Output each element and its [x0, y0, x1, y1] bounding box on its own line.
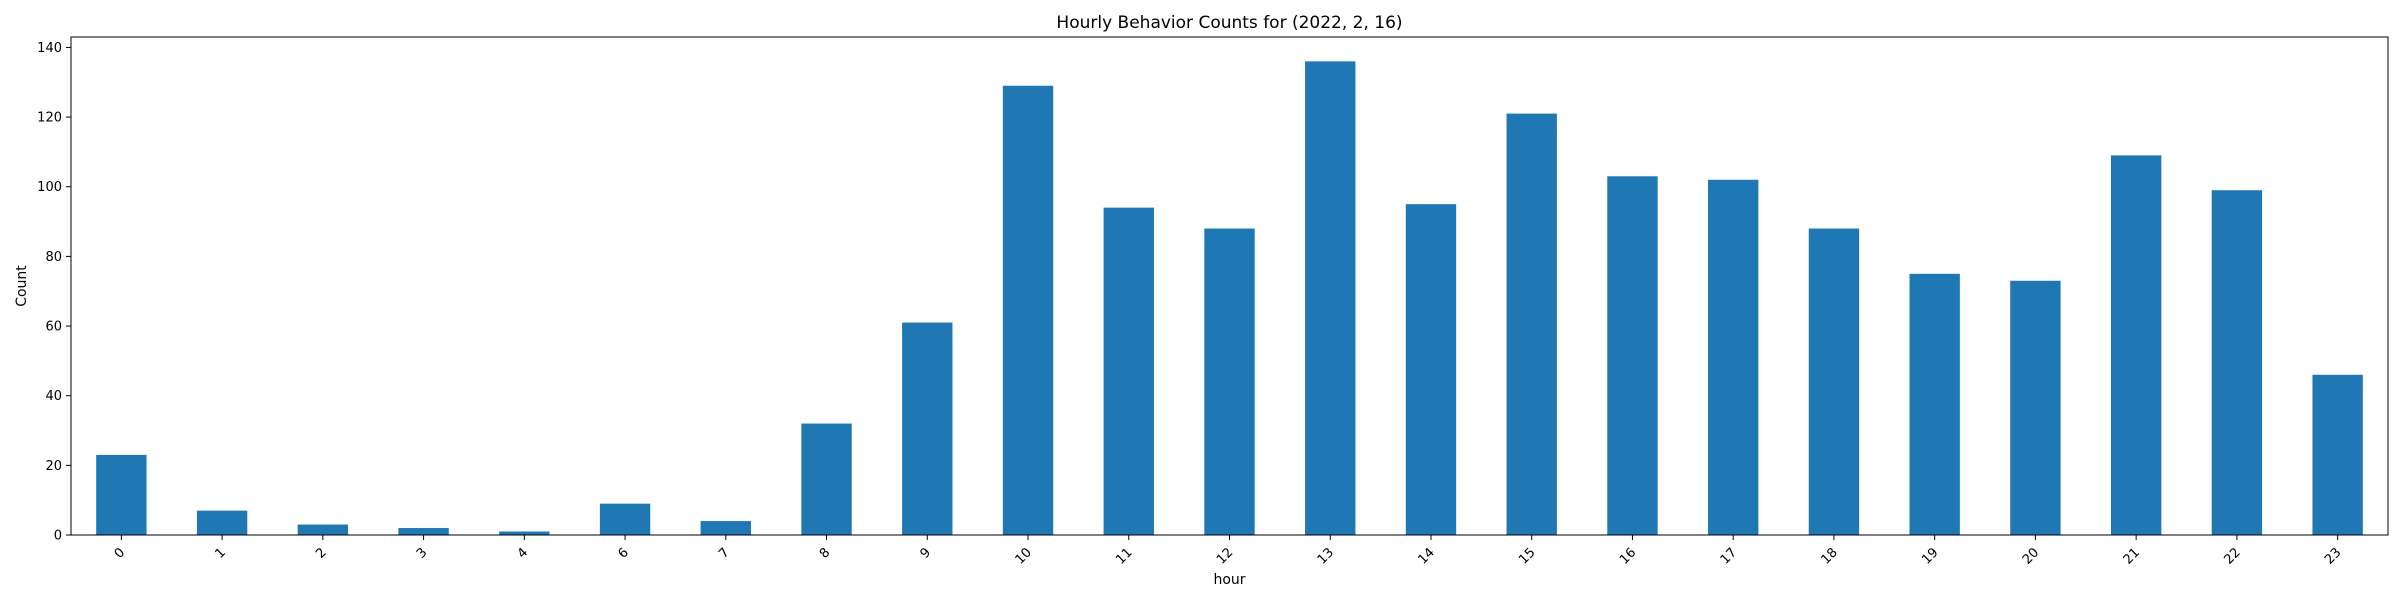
y-tick-label: 120 [37, 111, 62, 126]
bars-group [96, 61, 2363, 536]
y-axis-label: Count [14, 265, 30, 307]
x-tick-label: 14 [1415, 545, 1437, 567]
x-tick-label: 6 [615, 545, 631, 561]
x-tick-label: 22 [2221, 545, 2243, 567]
x-tick-label: 21 [2121, 545, 2143, 567]
y-tick-label: 20 [45, 459, 62, 474]
x-tick-label: 17 [1718, 545, 1740, 567]
bar-hour-12 [1204, 228, 1255, 536]
x-tick-label: 19 [1919, 545, 1941, 567]
ticks-group: 0 1 2 3 4 6 7 8 9 10 11 12 13 14 15 16 17 18 19 20 21 22 23020… [37, 41, 2344, 568]
bar-hour-22 [2211, 190, 2263, 535]
bar-hour-15 [1506, 113, 1557, 535]
bar-hour-8 [801, 423, 852, 535]
bar-hour-21 [2110, 155, 2162, 536]
bar-hour-7 [700, 521, 751, 535]
bar-hour-4 [499, 531, 550, 535]
x-axis-label: hour [1213, 572, 1245, 588]
bar-hour-18 [1808, 228, 1860, 536]
bar-hour-14 [1405, 204, 1457, 536]
bar-hour-9 [902, 322, 953, 535]
bar-hour-16 [1607, 176, 1658, 535]
y-tick-label: 40 [45, 389, 62, 404]
x-tick-label: 4 [515, 545, 531, 561]
x-tick-label: 0 [112, 545, 128, 561]
bar-hour-2 [297, 524, 349, 535]
bar-hour-10 [1002, 85, 1054, 535]
plot-area-frame [70, 36, 2389, 536]
x-tick-label: 1 [212, 545, 228, 561]
bar-hour-13 [1305, 61, 1356, 535]
y-tick-label: 100 [37, 180, 62, 195]
bar-hour-0 [96, 454, 147, 535]
y-tick-label: 60 [45, 320, 62, 335]
bar-hour-1 [196, 510, 248, 535]
x-tick-label: 7 [716, 545, 732, 561]
x-tick-label: 3 [414, 545, 430, 561]
y-tick-label: 140 [37, 41, 62, 56]
bar-hour-3 [398, 528, 449, 535]
chart-title: Hourly Behavior Counts for (2022, 2, 16) [1056, 13, 1402, 33]
y-tick-label: 0 [54, 529, 62, 544]
bar-hour-6 [599, 503, 651, 535]
x-tick-label: 12 [1214, 545, 1236, 567]
x-tick-label: 2 [313, 545, 329, 561]
x-tick-label: 10 [1013, 545, 1035, 567]
bar-hour-11 [1103, 207, 1154, 535]
x-tick-label: 23 [2322, 545, 2344, 567]
x-tick-label: 16 [1617, 545, 1639, 567]
x-tick-label: 9 [918, 545, 934, 561]
x-tick-label: 20 [2020, 545, 2042, 567]
x-tick-label: 11 [1113, 545, 1135, 567]
bar-hour-20 [2010, 280, 2061, 535]
bar-hour-19 [1909, 273, 1960, 535]
x-tick-label: 8 [817, 545, 833, 561]
x-tick-label: 18 [1818, 545, 1840, 567]
y-tick-label: 80 [45, 250, 62, 265]
bar-hour-17 [1708, 179, 1759, 536]
x-tick-label: 13 [1315, 545, 1337, 567]
x-tick-label: 15 [1516, 545, 1538, 567]
bar-hour-23 [2312, 374, 2363, 535]
